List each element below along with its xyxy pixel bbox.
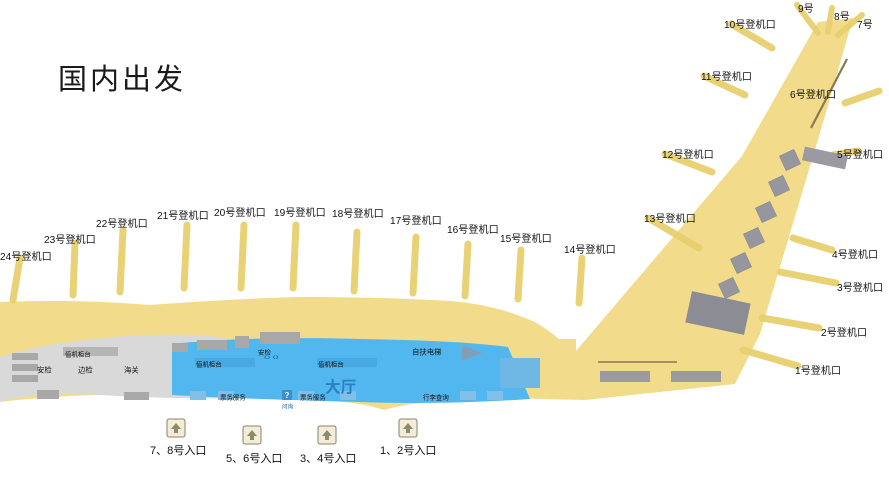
svg-text:?: ? [285,391,290,400]
